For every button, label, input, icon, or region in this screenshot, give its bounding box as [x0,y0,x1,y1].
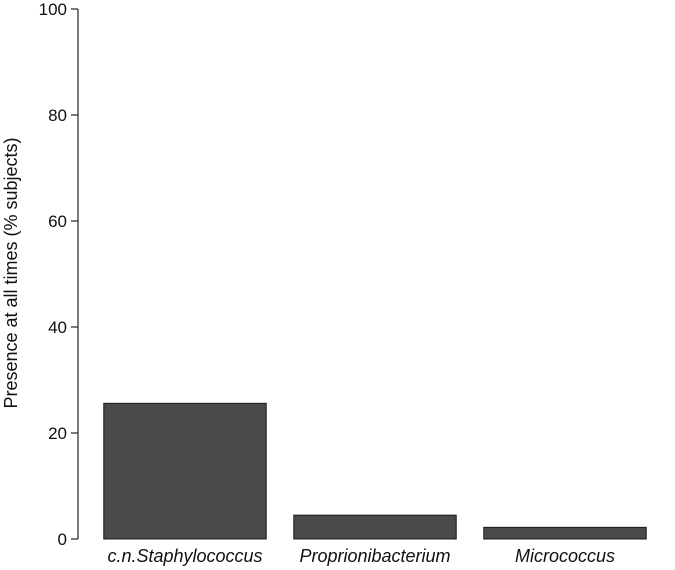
y-tick-label: 80 [48,106,67,125]
x-tick-label: c.n.Staphylococcus [107,546,262,566]
y-axis-title: Presence at all times (% subjects) [1,137,21,408]
y-tick-label: 0 [58,530,67,549]
bar [293,514,457,540]
bar [483,526,647,540]
x-tick-label: Proprionibacterium [299,546,450,566]
bars [103,402,647,540]
y-tick-label: 60 [48,212,67,231]
y-tick-label: 40 [48,318,67,337]
x-tick-label: Micrococcus [515,546,615,566]
x-axis-labels: c.n.Staphylococcus Proprionibacterium Micr… [107,546,615,566]
y-tick-label: 100 [39,0,67,19]
y-axis: 0 20 40 60 80 100 [39,0,79,549]
bar [103,402,267,540]
y-tick-label: 20 [48,424,67,443]
